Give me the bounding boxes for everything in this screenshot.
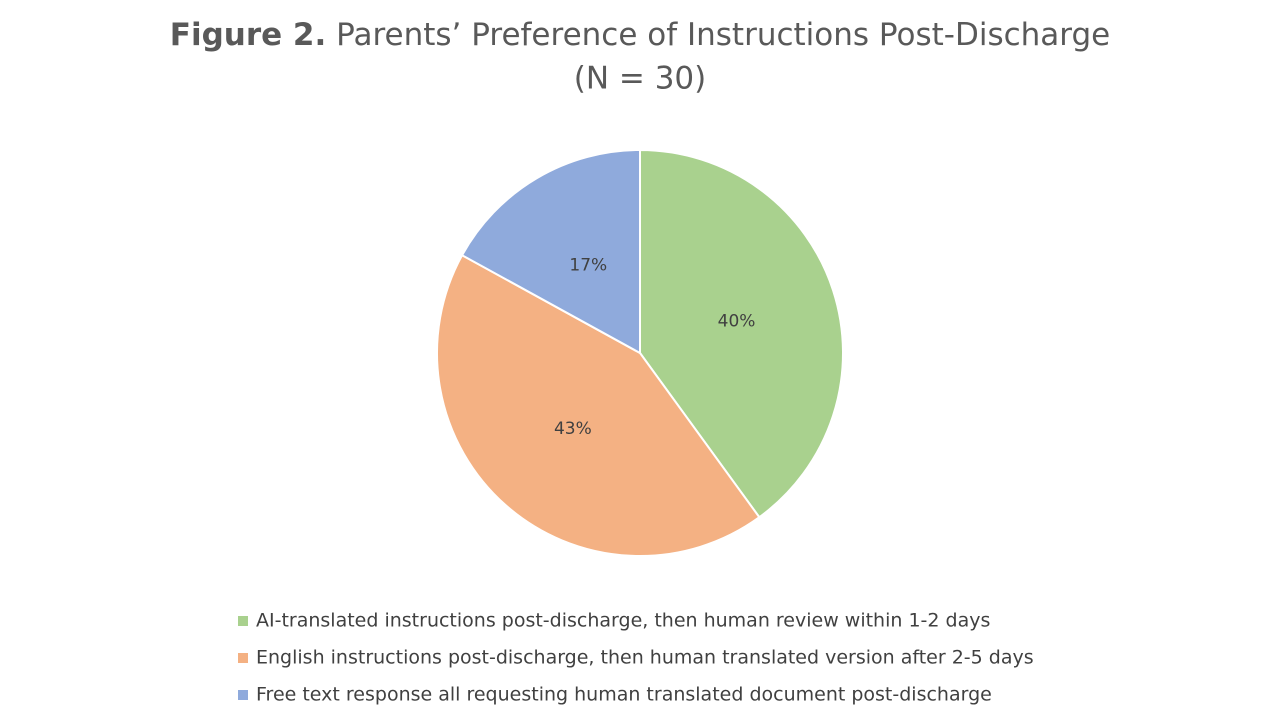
chart-title: Figure 2. Parents’ Preference of Instruc…	[170, 17, 1110, 53]
data-label: 43%	[554, 419, 592, 439]
pie-slice	[436, 253, 761, 557]
title-prefix: Figure 2.	[170, 17, 327, 53]
legend-swatch	[238, 653, 248, 663]
data-label: 17%	[569, 256, 607, 276]
pie-slice	[639, 148, 844, 519]
pie-slice	[460, 148, 641, 355]
title-text: Parents’ Preference of Instructions Post…	[336, 17, 1110, 53]
legend-label: Free text response all requesting human …	[256, 684, 992, 706]
legend-swatch	[238, 690, 248, 700]
legend-swatch	[238, 616, 248, 626]
chart-subtitle: (N = 30)	[574, 61, 707, 97]
legend-label: AI-translated instructions post-discharg…	[256, 610, 990, 632]
legend-label: English instructions post-discharge, the…	[256, 647, 1034, 669]
data-label: 40%	[718, 312, 756, 332]
